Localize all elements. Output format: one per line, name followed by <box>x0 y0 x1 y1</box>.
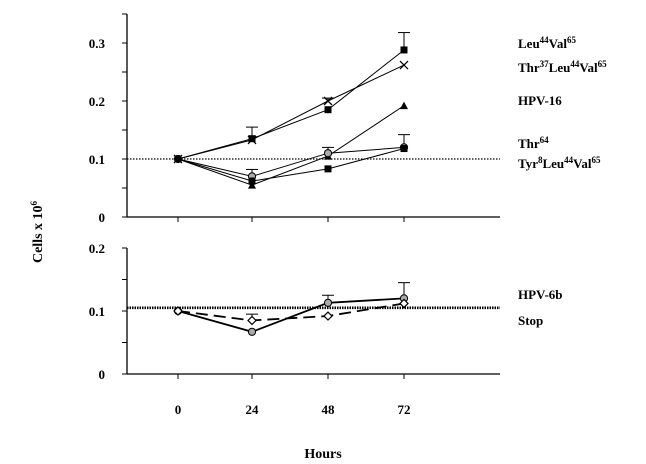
panel-top-series-1-point <box>247 135 257 145</box>
panel-top-series-0-point <box>400 46 408 54</box>
x-tick-label: 24 <box>246 402 260 417</box>
panel-top-series-0-point <box>324 106 332 114</box>
x-tick-label: 72 <box>398 402 411 417</box>
panel-top-series-0-point <box>248 135 256 143</box>
x-tick-label: 48 <box>322 402 336 417</box>
panel-top-series-0-label: Leu44Val65 <box>518 35 576 51</box>
panel-top-series-2-point <box>248 181 256 189</box>
panel-bottom-series-1-label: Stop <box>518 313 543 328</box>
panel-bottom-y-tick-label: 0.2 <box>89 241 105 256</box>
panel-bottom-y-tick-label: 0 <box>99 367 106 382</box>
panel-top-y-tick-label: 0.2 <box>89 94 105 109</box>
panel-top-series-2-line <box>177 105 405 186</box>
panel-top-series-1-line <box>177 64 405 160</box>
panel-top-y-tick-label: 0.3 <box>89 36 106 51</box>
panel-top-series-4-point <box>174 155 182 163</box>
y-axis-title: Cells x 106 <box>29 200 46 263</box>
panel-top-series-4-point <box>400 145 408 153</box>
panel-top-y-tick-label: 0.1 <box>89 152 105 167</box>
panel-top-series-3-line <box>177 146 405 177</box>
panel-top-series-2-label: HPV-16 <box>518 93 562 108</box>
panel-bottom-series-0-label: HPV-6b <box>518 287 563 302</box>
panel-bottom-series-1-point <box>247 315 257 326</box>
panel-top-series-1-point <box>399 60 409 70</box>
panel-bottom-series-0-point <box>323 298 333 307</box>
panel-top-series-3-point <box>323 149 333 158</box>
x-tick-label: 0 <box>175 402 182 417</box>
panel-bottom-series-1-line <box>177 302 405 322</box>
panel-bottom-series-0-line <box>177 297 405 333</box>
panel-bottom-series-0-point <box>247 327 257 336</box>
panel-bottom-series-1-point <box>173 306 183 316</box>
panel-top-series-1-point <box>323 96 333 106</box>
panel-top-series-4-label: Tyr8Leu44Val65 <box>518 155 601 171</box>
panel-top-series-3-label: Thr64 <box>518 135 549 151</box>
x-axis-title: Hours <box>304 447 342 462</box>
panel-top-series-4-point <box>248 177 256 185</box>
panel-top-y-tick-label: 0 <box>99 210 106 225</box>
panel-top-series-4-line <box>177 148 405 182</box>
panel-bottom-series-1-point <box>323 311 333 321</box>
panel-top-series-4-point <box>324 165 332 173</box>
panel-bottom-series-1-point <box>399 298 409 309</box>
panel-top-series-0-line <box>177 49 405 160</box>
panel-top-series-2-point <box>400 101 408 110</box>
panel-bottom-y-tick-label: 0.1 <box>89 304 105 319</box>
panel-top-series-1-label: Thr37Leu44Val65 <box>518 59 607 75</box>
